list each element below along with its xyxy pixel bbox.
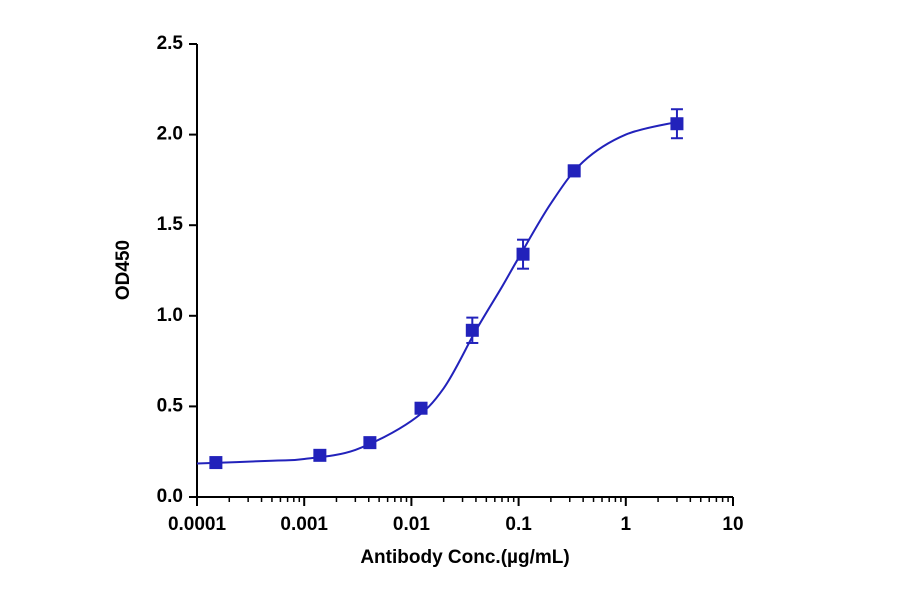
marker <box>670 117 684 131</box>
y-tick-label: 1.5 <box>157 214 184 235</box>
marker <box>209 456 223 470</box>
y-tick-label: 2.5 <box>157 33 184 54</box>
fit-curve <box>196 120 678 465</box>
y-axis-label: OD450 <box>113 240 134 300</box>
x-tick-label: 0.1 <box>505 514 532 535</box>
y-tick-label: 1.0 <box>157 305 183 326</box>
marker <box>516 247 530 261</box>
marker <box>313 448 327 462</box>
x-tick-label: 0.01 <box>393 514 430 535</box>
x-tick-label: 10 <box>722 514 743 535</box>
y-tick-label: 0.0 <box>157 486 183 507</box>
y-tick-label: 0.5 <box>157 395 184 416</box>
x-tick-label: 0.001 <box>280 514 328 535</box>
y-tick-label: 2.0 <box>157 124 183 145</box>
marker <box>414 401 428 415</box>
marker <box>363 436 377 450</box>
x-tick-label: 1 <box>621 514 632 535</box>
marker <box>465 323 479 337</box>
marker <box>567 164 581 178</box>
x-tick-label: 0.0001 <box>168 514 227 535</box>
x-axis-label: Antibody Conc.(µg/mL) <box>360 547 569 568</box>
